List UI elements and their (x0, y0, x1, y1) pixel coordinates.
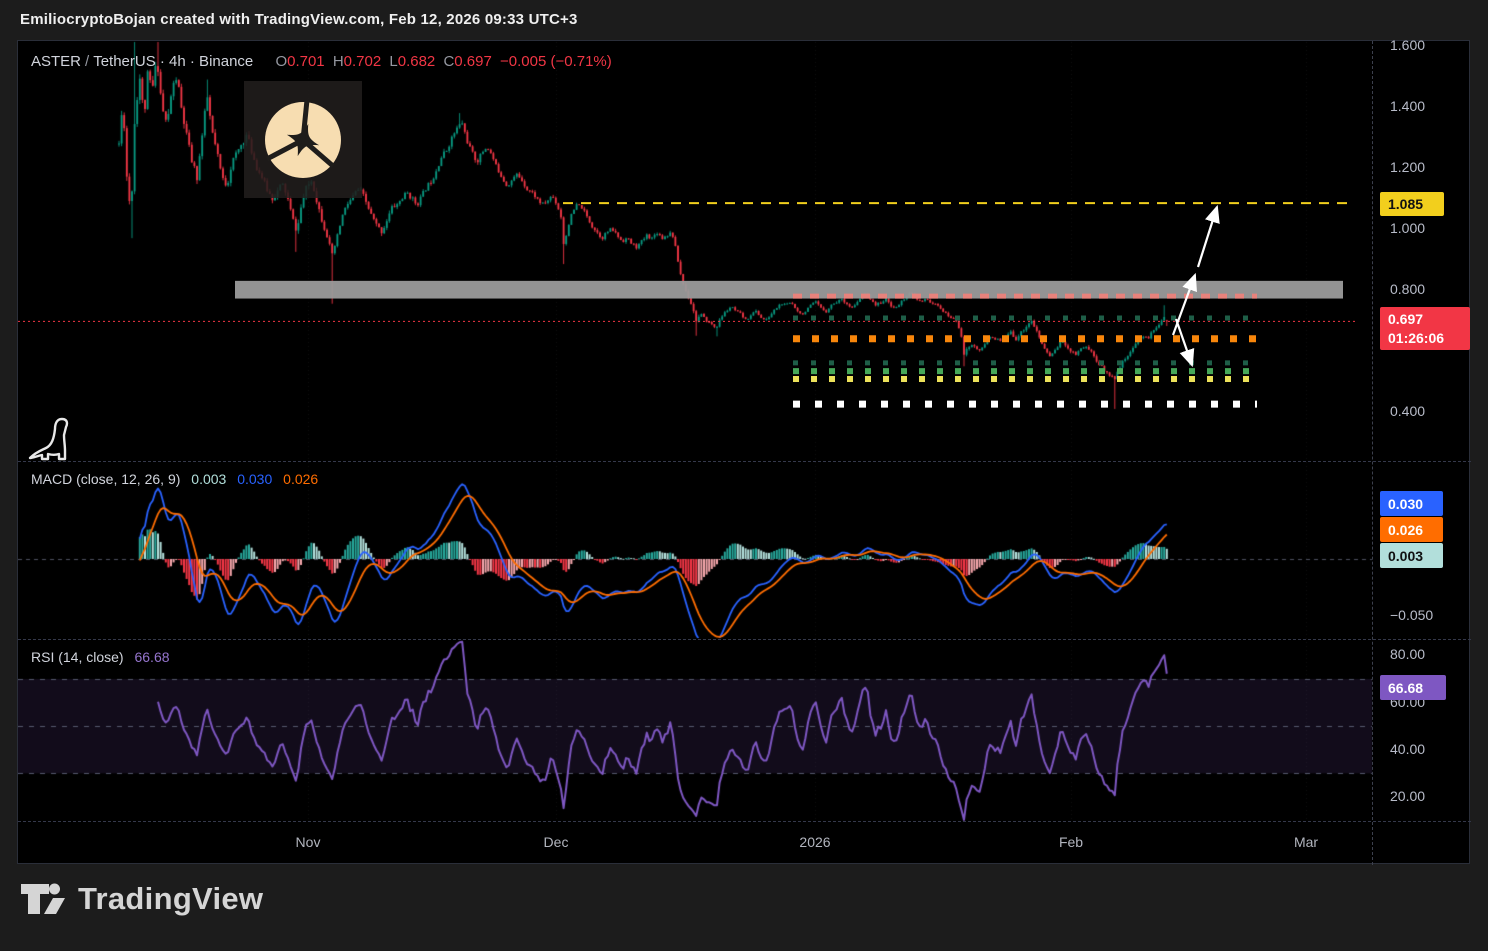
last-price-badge: 0.697 01:26:06 (1380, 307, 1470, 350)
macd-tick-label: −0.050 (1390, 607, 1434, 623)
macd-signal-badge: 0.026 (1380, 517, 1443, 542)
credit-line: EmiliocryptoBojan created with TradingVi… (20, 11, 578, 28)
rsi-value-badge: 66.68 (1380, 675, 1446, 700)
aster-logo-slit (300, 99, 310, 141)
supply-zone (235, 280, 1343, 299)
high-value: 0.702 (343, 53, 382, 70)
macd-signal-value: 0.026 (283, 471, 319, 487)
pane-separator-rsi[interactable] (18, 639, 1471, 640)
price-tick-label: 0.800 (1390, 281, 1426, 297)
macd-hist-badge: 0.003 (1380, 543, 1443, 568)
rsi-tick-label: 20.00 (1390, 788, 1426, 804)
target-price-badge: 1.085 (1380, 192, 1444, 216)
low-value: 0.682 (397, 53, 436, 70)
time-tick-label: 2026 (799, 834, 831, 850)
price-tick-label: 1.200 (1390, 159, 1426, 175)
high-label: H (332, 53, 344, 70)
price-tick-label: 1.600 (1390, 37, 1426, 53)
projection-arrow (1171, 272, 1197, 336)
rsi-tick-label: 80.00 (1390, 646, 1426, 663)
open-label: O (275, 53, 288, 70)
macd-info-bar[interactable]: MACD (close, 12, 26, 9) 0.003 0.030 0.02… (31, 471, 325, 487)
symbol-description[interactable]: TetherUS · 4h · Binance (93, 53, 254, 70)
rsi-value: 66.68 (134, 649, 170, 665)
price-tick-label: 1.000 (1390, 220, 1426, 236)
tradingview-wordmark: TradingView (78, 881, 264, 916)
rsi-info-bar[interactable]: RSI (14, close) 66.68 (31, 649, 177, 665)
change-value: −0.005 (−0.71%) (500, 53, 612, 70)
close-label: C (443, 53, 455, 70)
footer-branding[interactable]: TradingView (20, 879, 263, 919)
macd-hist-value: 0.003 (191, 471, 227, 487)
price-tick-label: 0.400 (1390, 403, 1426, 419)
close-value: 0.697 (454, 53, 492, 70)
projection-arrow (1196, 204, 1220, 268)
aster-logo-slit (265, 137, 305, 162)
macd-line-value: 0.030 (237, 471, 273, 487)
symbol-separator: / (85, 53, 90, 70)
low-label: L (389, 53, 398, 70)
dino-sticker-icon[interactable] (26, 415, 76, 465)
symbol-name[interactable]: ASTER (31, 53, 82, 70)
rsi-tick-label: 40.00 (1390, 740, 1426, 757)
macd-label[interactable]: MACD (close, 12, 26, 9) (31, 471, 181, 487)
projection-arrow (1174, 318, 1195, 368)
macd-value-badge: 0.030 (1380, 491, 1443, 516)
tradingview-logo-icon (21, 883, 65, 914)
rsi-label[interactable]: RSI (14, close) (31, 649, 124, 665)
bar-countdown: 01:26:06 (1388, 329, 1445, 346)
pane-separator-macd[interactable] (18, 461, 1471, 462)
last-price-value: 0.697 (1388, 310, 1424, 327)
price-scale-divider (1372, 41, 1373, 865)
time-tick-label: Nov (295, 834, 321, 850)
chart-frame: ASTER / TetherUS · 4h · Binance O0.701 H0.… (17, 37, 1471, 865)
time-tick-label: Feb (1058, 834, 1084, 850)
open-value: 0.701 (287, 53, 325, 70)
symbol-info-bar[interactable]: ASTER / TetherUS · 4h · Binance O0.701 H0.… (31, 53, 616, 70)
time-tick-label: Dec (543, 834, 569, 850)
price-tick-label: 1.400 (1390, 98, 1426, 114)
chart-annotations-overlay (18, 81, 1355, 408)
pane-separator-timeaxis (18, 821, 1471, 822)
time-tick-label: Mar (1293, 834, 1319, 850)
aster-logo-slit (301, 138, 335, 168)
